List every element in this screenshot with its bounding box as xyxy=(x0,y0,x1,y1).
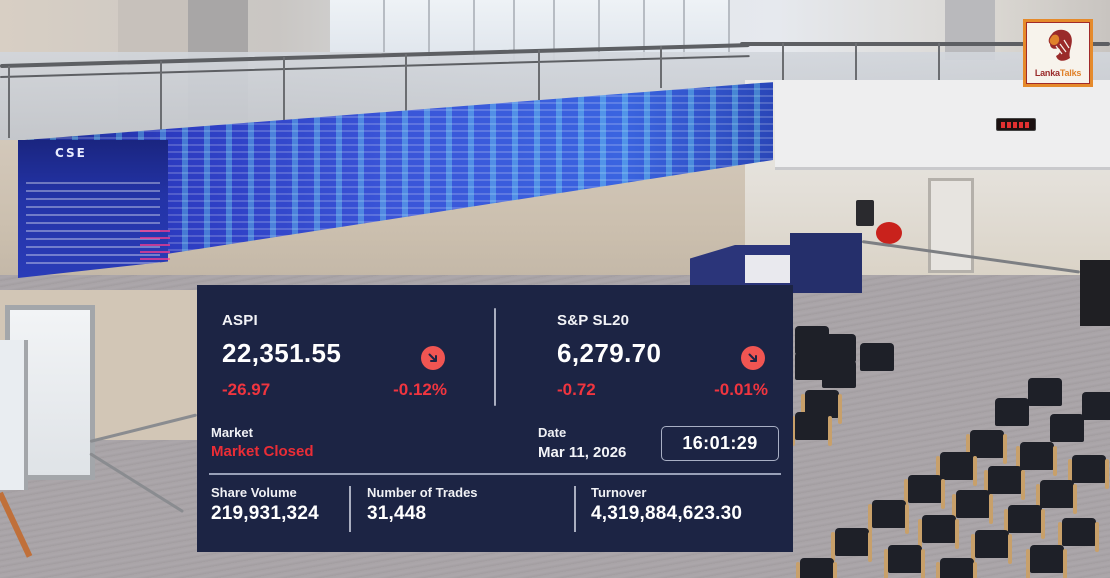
window xyxy=(685,0,730,60)
chair xyxy=(884,545,925,578)
stat-turnover: Turnover 4,319,884,623.30 xyxy=(591,485,742,525)
chair xyxy=(984,466,1025,500)
date-value: Mar 11, 2026 xyxy=(538,444,627,461)
stat-divider xyxy=(574,486,576,532)
wall-clock xyxy=(996,118,1036,131)
arrow-down-right-icon xyxy=(421,346,445,370)
chair xyxy=(936,452,977,486)
index-value: 22,351.55 xyxy=(222,338,342,368)
chair xyxy=(1082,392,1110,420)
stat-label: Number of Trades xyxy=(367,485,478,500)
podium xyxy=(1080,260,1110,326)
cse-logo: CSE xyxy=(55,146,87,160)
logo-text-lanka: Lanka xyxy=(1034,68,1060,78)
stat-divider xyxy=(349,486,351,532)
arrow-down-right-icon xyxy=(741,346,765,370)
chair xyxy=(791,412,832,446)
stat-share-volume: Share Volume 219,931,324 xyxy=(211,485,319,525)
rail-post xyxy=(938,43,940,83)
glass-door xyxy=(0,340,28,490)
rail-post xyxy=(855,43,857,83)
rail-post xyxy=(283,57,285,125)
market-status: Market Closed xyxy=(211,443,314,460)
chair xyxy=(1026,545,1067,578)
chair xyxy=(1036,480,1077,514)
chair xyxy=(1050,414,1084,442)
stat-number-of-trades: Number of Trades 31,448 xyxy=(367,485,478,525)
chair xyxy=(952,490,993,524)
door xyxy=(928,178,974,273)
ticker-board-summary-panel xyxy=(18,140,168,278)
right-ceiling xyxy=(775,80,1110,170)
index-aspi: ASPI 22,351.55 -26.97 -0.12% xyxy=(197,285,495,410)
chair xyxy=(971,530,1012,564)
market-time: 16:01:29 xyxy=(661,426,779,461)
window xyxy=(330,0,385,60)
chair xyxy=(796,558,837,578)
chair xyxy=(1004,505,1045,539)
index-value: 6,279.70 xyxy=(557,338,662,368)
pillar xyxy=(945,0,995,60)
rail-post xyxy=(160,61,162,131)
stat-value: 219,931,324 xyxy=(211,503,319,524)
stat-value: 4,319,884,623.30 xyxy=(591,503,743,524)
index-change-percent: -0.12% xyxy=(393,380,447,399)
index-change-percent: -0.01% xyxy=(714,380,768,399)
chair xyxy=(868,500,909,534)
balcony-rail xyxy=(740,42,1110,46)
chair xyxy=(918,515,959,549)
chair xyxy=(966,430,1007,464)
lankatalks-logo: LankaTalks xyxy=(1023,19,1093,87)
lion-icon xyxy=(1048,29,1072,61)
market-label: Market xyxy=(211,425,253,440)
window xyxy=(385,0,430,60)
logo-text-talks: Talks xyxy=(1059,68,1082,78)
ticker-losers-column xyxy=(140,230,170,265)
rail-post xyxy=(538,50,540,100)
chair xyxy=(1016,442,1057,476)
chair xyxy=(936,558,977,578)
rail-post xyxy=(660,46,662,88)
index-change: -0.72 xyxy=(557,380,596,399)
section-divider xyxy=(209,473,781,475)
index-divider xyxy=(494,308,496,406)
market-summary-card: ASPI 22,351.55 -26.97 -0.12% S&P SL20 6,… xyxy=(197,285,793,552)
chair xyxy=(1068,455,1109,489)
rail-post xyxy=(8,66,10,138)
date-label: Date xyxy=(538,425,567,440)
stat-label: Share Volume xyxy=(211,485,297,500)
chair xyxy=(1058,518,1099,552)
window xyxy=(645,0,685,60)
ticker-summary-rows xyxy=(26,180,160,270)
logo-text: LankaTalks xyxy=(1034,68,1082,78)
stat-label: Turnover xyxy=(591,485,647,500)
fire-hose-reel xyxy=(876,222,902,244)
speaker xyxy=(856,200,874,226)
rail-post xyxy=(782,43,784,83)
chair xyxy=(822,360,856,388)
chair xyxy=(1028,378,1062,406)
chair xyxy=(904,475,945,509)
chair xyxy=(860,343,894,371)
index-name: ASPI xyxy=(222,312,258,329)
rail-post xyxy=(405,54,407,114)
index-name: S&P SL20 xyxy=(557,312,630,329)
chair xyxy=(995,398,1029,426)
index-change: -26.97 xyxy=(222,380,271,399)
partition xyxy=(790,233,862,293)
index-sp-sl20: S&P SL20 6,279.70 -0.72 -0.01% xyxy=(495,285,793,410)
chair xyxy=(831,528,872,562)
stat-value: 31,448 xyxy=(367,503,427,524)
